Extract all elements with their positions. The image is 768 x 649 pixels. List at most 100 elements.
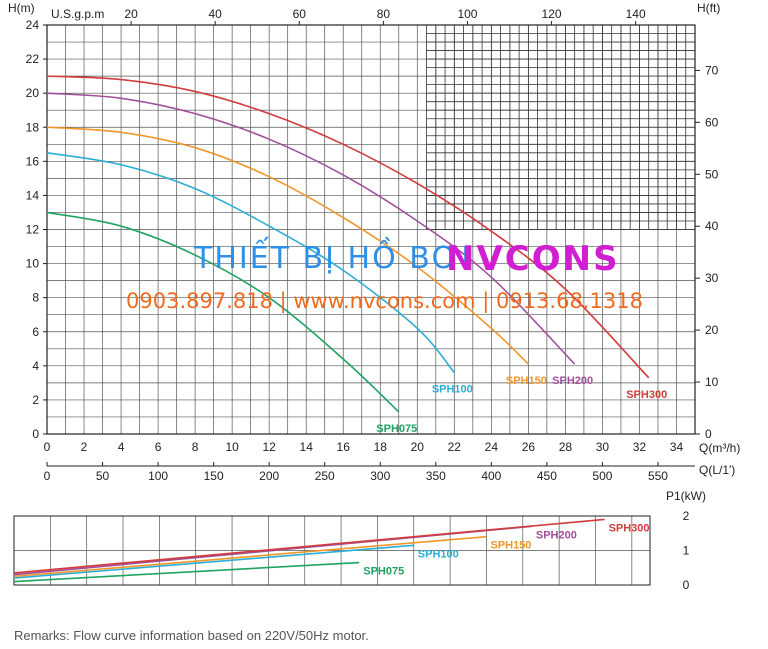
power-y-axis-label: P1(kW)	[666, 489, 706, 503]
power-curve-labels: SPH075 SPH100 SPH150 SPH200 SPH300	[363, 522, 649, 577]
x-top-tick-label: 20	[124, 7, 138, 21]
y-tick-label: 12	[26, 223, 40, 237]
y-right-axis-label: H(ft)	[697, 1, 720, 15]
x-tick-label: 6	[155, 440, 162, 454]
x-secondary-tick-label: 200	[259, 469, 279, 483]
x-tick-label: 28	[559, 440, 573, 454]
y-tick-label: 6	[32, 325, 39, 339]
x-tick-label: 30	[596, 440, 610, 454]
x-secondary-tick-label: 450	[537, 469, 557, 483]
y-tick-label: 2	[32, 393, 39, 407]
y-tick-label: 8	[32, 291, 39, 305]
x-tick-label: 16	[337, 440, 351, 454]
y-tick-label: 18	[26, 120, 40, 134]
x-top-tick-label: 140	[626, 7, 646, 21]
x-tick-label: 10	[225, 440, 239, 454]
x-top-tick-label: 80	[377, 7, 391, 21]
power-axes: 0 1 2 P1(kW)	[666, 489, 706, 592]
power-y-tick-label: 2	[683, 509, 690, 523]
power-y-tick-label: 0	[683, 578, 690, 592]
x-tick-label: 14	[300, 440, 314, 454]
x-tick-label: 12	[262, 440, 276, 454]
head-curves	[46, 75, 650, 413]
y-tick-label: 14	[26, 188, 40, 202]
x-secondary-tick-label: 250	[315, 469, 335, 483]
head-curve-sph200	[46, 92, 576, 365]
power-curve-label-sph150: SPH150	[490, 540, 531, 552]
head-curve-sph100	[46, 152, 455, 374]
y-tick-label: 4	[32, 359, 39, 373]
power-curve-label-sph075: SPH075	[363, 566, 404, 578]
y-tick-label: 0	[32, 427, 39, 441]
x-tick-label: 2	[81, 440, 88, 454]
head-curve-label-sph150: SPH150	[506, 375, 547, 387]
x-top-axis-label: U.S.g.p.m	[51, 7, 104, 21]
y-right-tick-label: 30	[705, 271, 719, 285]
x-tick-label: 22	[448, 440, 462, 454]
x-secondary-axis-label: Q(L/1')	[699, 463, 735, 477]
y-tick-label: 16	[26, 154, 40, 168]
remarks-note: Remarks: Flow curve information based on…	[14, 628, 369, 643]
power-curve-label-sph300: SPH300	[609, 522, 650, 534]
head-curve-sph150	[46, 126, 529, 365]
x-tick-label: 26	[522, 440, 536, 454]
power-grid	[14, 516, 650, 585]
power-curve-sph100	[13, 544, 414, 579]
y-right-tick-label: 10	[705, 375, 719, 389]
head-curve-sph075	[46, 211, 400, 413]
x-secondary-tick-label: 350	[426, 469, 446, 483]
x-axis-label: Q(m³/h)	[699, 441, 740, 455]
x-secondary-tick-label: 500	[592, 469, 612, 483]
head-curve-label-sph075: SPH075	[376, 423, 417, 435]
power-plot-frame	[13, 515, 651, 586]
y-tick-label: 24	[26, 18, 40, 32]
head-curve-label-sph300: SPH300	[626, 389, 667, 401]
watermark: THIẾT BỊ HỒ BƠI NVCONS 0903.897.818 | ww…	[126, 236, 643, 314]
head-curve-label-sph100: SPH100	[432, 384, 473, 396]
power-curve-label-sph100: SPH100	[418, 548, 459, 560]
dense-grid	[426, 24, 696, 230]
x-secondary-tick-label: 300	[370, 469, 390, 483]
y-right-tick-label: 0	[705, 427, 712, 441]
y-tick-label: 22	[26, 52, 40, 66]
x-secondary-tick-label: 400	[481, 469, 501, 483]
x-top-tick-label: 120	[542, 7, 562, 21]
y-axis-label: H(m)	[8, 1, 35, 15]
x-top-tick-label: 60	[293, 7, 307, 21]
watermark-contact-line: 0903.897.818 | www.nvcons.com | 0913.68.…	[126, 289, 643, 314]
x-secondary-tick-label: 550	[648, 469, 668, 483]
main-axes: 024681012141618202224H(m)010203040506070…	[8, 1, 740, 483]
x-tick-label: 20	[411, 440, 425, 454]
x-tick-label: 34	[670, 440, 684, 454]
x-secondary-tick-label: 0	[44, 469, 51, 483]
head-curve-sph300	[46, 75, 650, 379]
x-secondary-tick-label: 100	[148, 469, 168, 483]
power-curve-sph150	[13, 535, 487, 578]
x-tick-label: 32	[633, 440, 647, 454]
power-curve-sph075	[13, 561, 360, 583]
y-right-tick-label: 40	[705, 219, 719, 233]
x-secondary-tick-label: 150	[204, 469, 224, 483]
x-tick-label: 24	[485, 440, 499, 454]
y-right-tick-label: 20	[705, 323, 719, 337]
y-right-tick-label: 50	[705, 167, 719, 181]
power-curve-sph300	[13, 518, 605, 574]
watermark-brand-name: NVCONS	[446, 239, 620, 279]
x-tick-label: 0	[44, 440, 51, 454]
x-secondary-tick-label: 50	[96, 469, 110, 483]
y-right-tick-label: 70	[705, 63, 719, 77]
x-tick-label: 18	[374, 440, 388, 454]
power-curve-label-sph200: SPH200	[536, 529, 577, 541]
y-right-tick-label: 60	[705, 115, 719, 129]
power-y-tick-label: 1	[683, 544, 690, 558]
x-top-tick-label: 100	[457, 7, 477, 21]
watermark-brand-prefix: THIẾT BỊ HỒ BƠI	[193, 236, 472, 276]
x-tick-label: 4	[118, 440, 125, 454]
head-curve-label-sph200: SPH200	[552, 375, 593, 387]
head-curve-labels: SPH075 SPH100 SPH150 SPH200 SPH300	[376, 375, 667, 435]
x-tick-label: 8	[192, 440, 199, 454]
y-tick-label: 10	[26, 257, 40, 271]
power-chart: SPH075 SPH100 SPH150 SPH200 SPH300 0 1 2 P1(kW)	[13, 489, 706, 592]
